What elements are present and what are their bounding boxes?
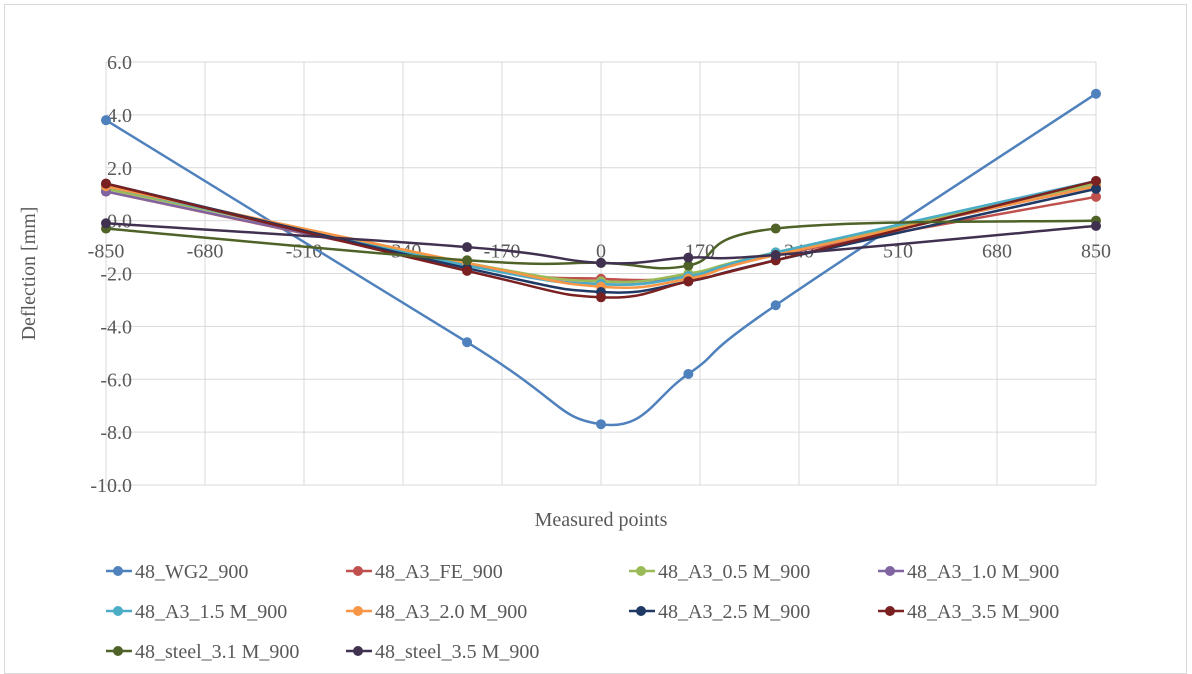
legend-entry: 48_A3_2.0 M_900: [346, 601, 527, 623]
data-point: [101, 178, 111, 189]
x-axis-title: Measured points: [535, 509, 668, 531]
y-axis-title: Deflection [mm]: [18, 207, 40, 341]
x-tick-label: -680: [187, 241, 224, 263]
legend-entry: 48_WG2_900: [106, 561, 248, 583]
data-point: [683, 252, 694, 263]
legend-marker: [113, 646, 123, 656]
series-line: [105, 219, 1097, 270]
data-point: [596, 292, 606, 303]
legend-marker: [113, 606, 123, 616]
y-tick-label: -10.0: [90, 475, 132, 497]
grid-layer: [105, 61, 1097, 486]
data-point: [462, 255, 473, 266]
data-point: [1091, 88, 1101, 99]
data-point: [1091, 183, 1101, 194]
legend-label: 48_A3_2.0 M_900: [375, 601, 527, 623]
legend-marker: [353, 566, 363, 576]
legend-marker: [636, 606, 646, 616]
legend-marker: [885, 606, 895, 616]
legend-label: 48_A3_FE_900: [375, 561, 503, 583]
data-point: [1091, 191, 1101, 202]
legend-entry: 48_A3_1.5 M_900: [106, 601, 287, 623]
y-tick-label: -2.0: [100, 264, 132, 286]
data-point: [770, 249, 781, 260]
legend-label: 48_A3_2.5 M_900: [658, 601, 810, 623]
series-0: [101, 88, 1101, 430]
legend-label: 48_WG2_900: [135, 561, 248, 583]
data-point: [1091, 175, 1101, 186]
data-point: [683, 276, 694, 287]
series-7: [101, 175, 1101, 303]
data-point: [596, 257, 606, 268]
legend: 48_WG2_900 48_A3_FE_900 48_A3_0.5 M_900 48_…: [106, 561, 1059, 663]
legend-entry: 48_steel_3.1 M_900: [106, 641, 299, 663]
x-tick-label: 0: [596, 241, 606, 263]
data-point: [101, 218, 111, 229]
legend-marker: [353, 646, 363, 656]
legend-entry: 48_A3_2.5 M_900: [629, 601, 810, 623]
x-tick-label: 850: [1081, 241, 1111, 263]
data-point: [462, 242, 473, 253]
legend-label: 48_steel_3.5 M_900: [375, 641, 539, 663]
data-point: [101, 115, 111, 126]
legend-marker: [636, 566, 646, 576]
series-line: [105, 182, 1097, 294]
x-tick-label: 680: [982, 241, 1012, 263]
data-point: [596, 419, 606, 430]
chart-frame: [4, 4, 1187, 674]
series-9: [101, 218, 1101, 268]
legend-label: 48_A3_3.5 M_900: [907, 601, 1059, 623]
x-tick-label: -170: [484, 241, 521, 263]
data-point: [683, 368, 694, 379]
y-tick-label: -4.0: [100, 316, 132, 338]
legend-entry: 48_A3_3.5 M_900: [878, 601, 1059, 623]
y-tick-label: -6.0: [100, 369, 132, 391]
series-line: [105, 179, 1097, 299]
data-point: [770, 223, 781, 234]
data-point: [1091, 220, 1101, 231]
y-tick-label: 0.0: [107, 211, 132, 233]
data-point: [770, 300, 781, 311]
series-line: [105, 92, 1097, 427]
legend-entry: 48_A3_FE_900: [346, 561, 503, 583]
legend-label: 48_A3_1.0 M_900: [907, 561, 1059, 583]
y-tick-label: 2.0: [107, 158, 132, 180]
data-point: [462, 337, 473, 348]
series-line: [105, 185, 1097, 289]
legend-marker: [885, 566, 895, 576]
data-point: [683, 260, 694, 271]
legend-marker: [353, 606, 363, 616]
legend-label: 48_steel_3.1 M_900: [135, 641, 299, 663]
series-line: [105, 222, 1097, 265]
legend-entry: 48_steel_3.5 M_900: [346, 641, 539, 663]
legend-label: 48_A3_1.5 M_900: [135, 601, 287, 623]
data-point: [462, 265, 473, 276]
y-tick-label: 4.0: [107, 105, 132, 127]
y-tick-label: 6.0: [107, 52, 132, 74]
legend-label: 48_A3_0.5 M_900: [658, 561, 810, 583]
legend-entry: 48_A3_0.5 M_900: [629, 561, 810, 583]
x-tick-label: -850: [88, 241, 125, 263]
x-tick-label: -510: [286, 241, 323, 263]
y-tick-label: -8.0: [100, 422, 132, 444]
series-8: [101, 215, 1101, 271]
series-layer: [101, 88, 1101, 430]
legend-entry: 48_A3_1.0 M_900: [878, 561, 1059, 583]
legend-marker: [113, 566, 123, 576]
